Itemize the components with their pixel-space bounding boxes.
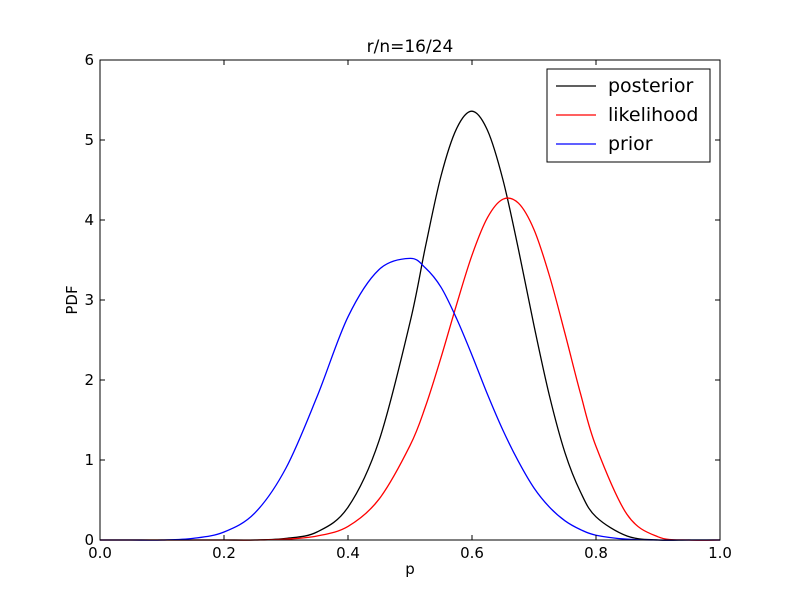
y-tick-label: 4	[84, 211, 94, 229]
tick-labels: 0.0 0.2 0.4 0.6 0.8 1.0 0 1 2 3 4 5 6	[84, 51, 731, 562]
chart-title: r/n=16/24	[367, 37, 454, 57]
legend-label-prior: prior	[608, 133, 653, 155]
y-tick-label: 6	[84, 51, 94, 69]
series-line-prior	[100, 257, 720, 541]
y-axis-label: PDF	[63, 285, 81, 314]
y-tick-label: 3	[84, 291, 94, 309]
legend: posterior likelihood prior	[546, 68, 711, 163]
x-tick-label: 1.0	[708, 544, 732, 562]
x-axis-label: p	[405, 560, 415, 578]
y-tick-label: 1	[84, 451, 94, 469]
y-tick-label: 5	[84, 131, 94, 149]
x-tick-label: 0.2	[212, 544, 236, 562]
y-tick-label: 0	[84, 531, 94, 549]
x-tick-label: 0.8	[584, 544, 608, 562]
y-tick-label: 2	[84, 371, 94, 389]
legend-label-posterior: posterior	[608, 75, 693, 97]
x-tick-label: 0.6	[460, 544, 484, 562]
x-tick-label: 0.0	[88, 544, 112, 562]
x-tick-label: 0.4	[336, 544, 360, 562]
legend-label-likelihood: likelihood	[608, 104, 698, 126]
plot-frame	[99, 59, 721, 541]
